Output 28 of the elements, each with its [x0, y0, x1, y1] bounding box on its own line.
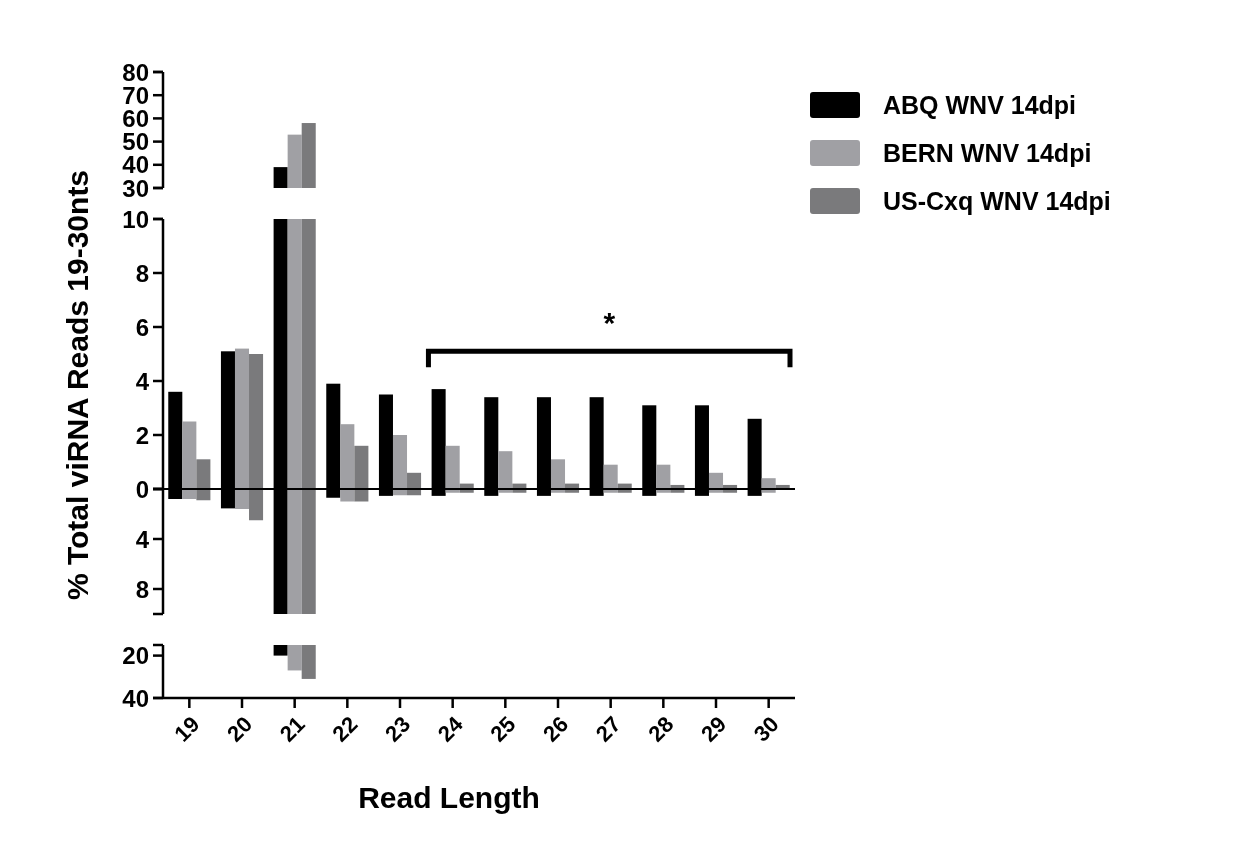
y-tick-label: 4: [135, 525, 150, 553]
y-tick-label: 20: [122, 642, 149, 670]
x-tick-label: 28: [643, 711, 679, 747]
y-tick-label: 2: [135, 421, 149, 449]
x-tick-label: 19: [169, 711, 205, 747]
y-tick-label: 8: [135, 575, 149, 603]
legend-label: BERN WNV 14dpi: [883, 139, 1092, 167]
x-tick-label: 25: [485, 711, 521, 747]
y-axis-title: % Total viRNA Reads 19-30nts: [61, 169, 94, 601]
x-tick-label: 30: [748, 711, 784, 747]
x-tick-label: 27: [590, 711, 626, 747]
y-tick-label: 4: [135, 367, 150, 395]
x-axis-title: Read Length: [358, 781, 540, 814]
y-tick-label: 6: [135, 313, 149, 341]
x-tick-label: 22: [327, 711, 363, 747]
x-tick-label: 20: [222, 711, 258, 747]
x-tick-label: 26: [538, 711, 574, 747]
y-tick-label: 10: [122, 205, 149, 233]
annotation: *: [603, 306, 616, 340]
y-tick-label: 8: [135, 259, 149, 287]
x-tick-label: 24: [432, 710, 469, 747]
x-tick-label: 23: [380, 711, 416, 747]
x-tick-label: 29: [696, 711, 732, 747]
y-tick-label: 40: [122, 684, 149, 712]
legend-label: ABQ WNV 14dpi: [883, 91, 1077, 119]
y-tick-label: 0: [135, 475, 149, 503]
x-tick-label: 21: [274, 711, 310, 747]
legend-label: US-Cxq WNV 14dpi: [883, 187, 1111, 215]
